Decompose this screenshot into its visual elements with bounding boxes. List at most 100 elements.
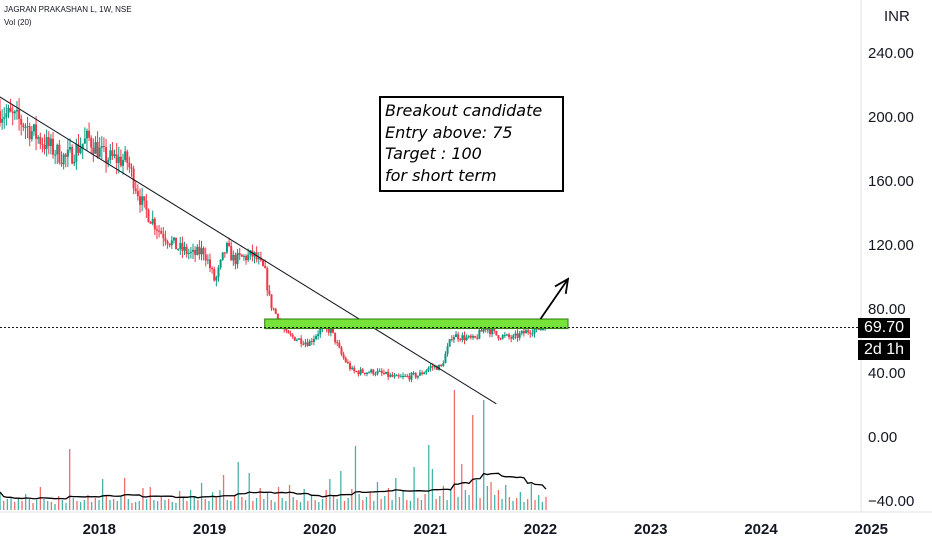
candle-body: [484, 328, 487, 330]
volume-bar: [65, 503, 67, 510]
volume-bar: [413, 467, 415, 510]
candle-body: [378, 370, 381, 372]
candle-body: [238, 252, 241, 255]
candle-body: [62, 154, 65, 165]
candle-body: [416, 375, 419, 378]
candle-body: [423, 372, 426, 375]
volume-bar: [105, 495, 107, 510]
candle-body: [200, 248, 203, 255]
candle-body: [306, 342, 309, 346]
candle-body: [60, 162, 63, 165]
candle-body: [488, 329, 491, 335]
candle-body: [310, 341, 313, 343]
candle-body: [194, 249, 197, 255]
annotation-box[interactable]: Breakout candidate Entry above: 75 Targe…: [379, 96, 564, 192]
volume-bar: [464, 490, 467, 510]
candle-body: [493, 328, 496, 331]
volume-bar: [61, 500, 63, 510]
candle-body: [183, 246, 186, 251]
candle-body: [372, 369, 375, 375]
volume-bar: [387, 488, 390, 510]
candle-body: [291, 334, 294, 337]
volume-bar: [0, 492, 1, 510]
candle-body: [211, 268, 214, 270]
candle-body: [361, 369, 364, 373]
candle-body: [539, 329, 542, 331]
volume-bar: [512, 501, 514, 510]
volume-bar: [208, 501, 210, 510]
candle-body: [427, 368, 430, 371]
volume-bar: [325, 490, 327, 510]
candle-body: [531, 333, 534, 335]
candle-body: [285, 329, 288, 331]
candle-body: [406, 375, 409, 377]
candle-body: [113, 154, 116, 157]
candle-body: [474, 336, 477, 338]
candle-body: [109, 150, 112, 160]
candle-body: [96, 142, 99, 158]
candle-body: [162, 233, 165, 239]
candle-body: [529, 332, 532, 334]
x-tick-label: 2021: [413, 521, 447, 538]
volume-bar: [47, 501, 49, 510]
candle-body: [510, 337, 513, 339]
breakout-arrow: [539, 278, 569, 320]
volume-bar: [373, 501, 375, 510]
y-tick-label: 160.00: [868, 173, 914, 190]
volume-bar: [314, 500, 316, 510]
candle-body: [221, 252, 224, 260]
volume-bar: [171, 502, 173, 510]
volume-bar: [252, 501, 254, 510]
candle-body: [232, 254, 235, 261]
volume-bar: [72, 498, 74, 510]
volume-bar: [380, 499, 382, 510]
volume-bar: [343, 501, 346, 510]
volume-bar: [475, 480, 478, 510]
candle-body: [130, 167, 133, 169]
candle-body: [457, 334, 460, 340]
candle-body: [22, 124, 25, 128]
candle-body: [35, 124, 38, 139]
currency-label[interactable]: INR: [884, 8, 910, 25]
candle-body: [85, 130, 88, 139]
symbol-title: JAGRAN PRAKASHAN L, 1W, NSE: [4, 5, 132, 14]
candle-body: [73, 161, 76, 164]
volume-bar: [123, 478, 126, 510]
volume-bar: [149, 487, 151, 510]
candle-body: [274, 309, 277, 314]
candle-body: [172, 237, 175, 241]
candle-body: [329, 327, 332, 333]
volume-bar: [516, 498, 518, 510]
candle-body: [344, 358, 347, 363]
volume-bar: [523, 502, 525, 510]
volume-bar: [398, 497, 401, 510]
volume-bar: [178, 491, 181, 510]
volume-bar: [274, 502, 276, 510]
volume-bar: [91, 502, 93, 510]
volume-bar: [222, 475, 225, 510]
candle-body: [117, 156, 120, 163]
candle-body: [438, 364, 441, 370]
candle-body: [1, 118, 4, 123]
candle-body: [204, 254, 207, 261]
volume-bar: [483, 400, 485, 510]
candle-body: [467, 335, 470, 338]
candle-body: [359, 369, 362, 375]
x-tick-label: 2018: [82, 521, 116, 538]
candle-body: [107, 159, 110, 163]
volume-bar: [424, 494, 426, 510]
candle-body: [486, 329, 489, 331]
candle-body: [463, 335, 466, 341]
candle-body: [141, 196, 144, 205]
candle-body: [134, 188, 137, 192]
candle-body: [18, 109, 21, 119]
candle-body: [75, 144, 78, 162]
candle-body: [126, 151, 129, 163]
candle-body: [15, 109, 18, 112]
candle-body: [459, 339, 462, 341]
y-tick-label: 120.00: [868, 237, 914, 254]
overlay-layer: [0, 96, 861, 405]
candle-body: [346, 362, 349, 364]
